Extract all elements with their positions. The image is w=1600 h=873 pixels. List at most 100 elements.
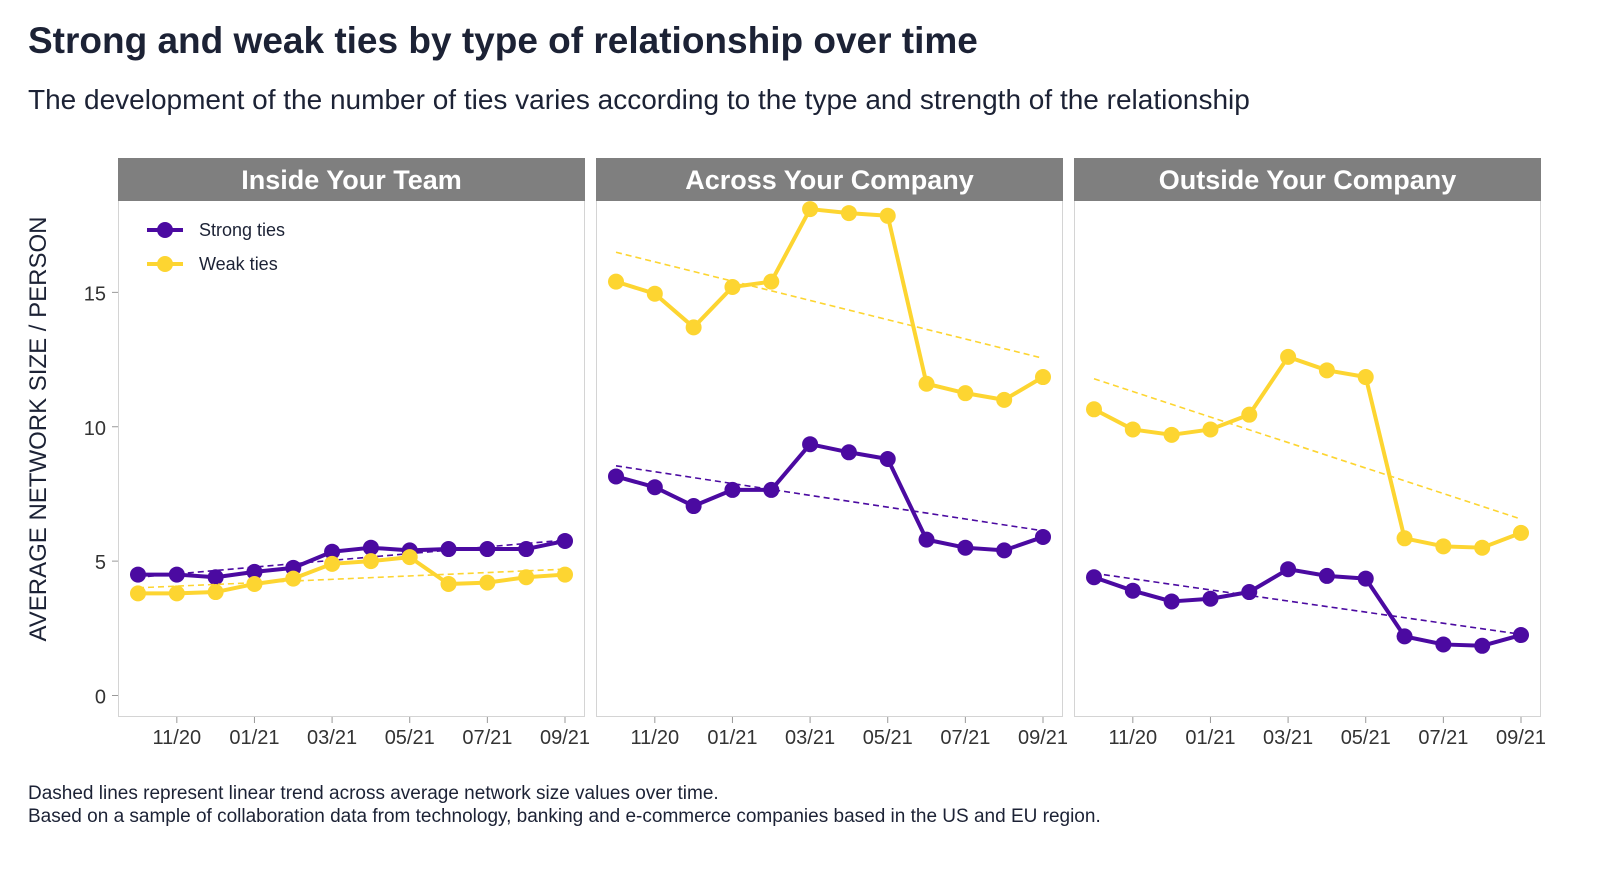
point-outside-your-company-weak-ties-04-21 xyxy=(1318,362,1335,379)
point-across-your-company-weak-ties-06-21 xyxy=(918,375,935,392)
panel-border-inside-your-team xyxy=(118,158,585,717)
x-tick-label-outside-your-company-11-20: 11/20 xyxy=(1109,727,1158,749)
x-tick-label-across-your-company-07-21: 07/21 xyxy=(940,727,990,749)
point-inside-your-team-weak-ties-06-21 xyxy=(440,575,457,592)
chart-caption: Dashed lines represent linear trend acro… xyxy=(28,782,1101,828)
point-inside-your-team-weak-ties-08-21 xyxy=(518,569,535,586)
point-across-your-company-weak-ties-12-20 xyxy=(685,319,702,336)
point-outside-your-company-strong-ties-10-20 xyxy=(1086,569,1102,586)
point-inside-your-team-strong-ties-06-21 xyxy=(440,541,457,558)
point-inside-your-team-strong-ties-10-20 xyxy=(130,566,146,583)
point-inside-your-team-strong-ties-01-21 xyxy=(246,563,263,580)
legend-marker-weak-ties xyxy=(157,256,173,272)
point-outside-your-company-strong-ties-05-21 xyxy=(1357,570,1374,587)
trend-line-outside-your-company-strong-ties xyxy=(1093,572,1522,636)
panel-across-your-company: Across Your Company 11/20 01/21 03/21 05/21 0… xyxy=(596,158,1068,749)
point-across-your-company-strong-ties-10-20 xyxy=(608,468,624,485)
x-tick-label-outside-your-company-03-21: 03/21 xyxy=(1263,727,1313,749)
point-inside-your-team-strong-ties-04-21 xyxy=(362,539,379,556)
legend-label-strong-ties: Strong ties xyxy=(199,220,285,240)
point-across-your-company-weak-ties-02-21 xyxy=(763,273,780,290)
point-across-your-company-weak-ties-09-21 xyxy=(1035,369,1051,386)
point-across-your-company-strong-ties-05-21 xyxy=(879,451,896,467)
point-across-your-company-weak-ties-07-21 xyxy=(957,385,974,402)
point-outside-your-company-strong-ties-01-21 xyxy=(1202,590,1219,607)
point-inside-your-team-strong-ties-12-20 xyxy=(207,569,224,586)
point-across-your-company-strong-ties-03-21 xyxy=(802,436,819,453)
strip-title-inside-your-team: Inside Your Team xyxy=(241,165,462,195)
chart-subtitle: The development of the number of ties va… xyxy=(28,84,1250,115)
point-across-your-company-strong-ties-01-21 xyxy=(724,481,741,498)
y-tick-label-15: 15 xyxy=(84,283,106,305)
x-tick-label-outside-your-company-05-21: 05/21 xyxy=(1341,727,1391,749)
strip-bg-outside-your-company xyxy=(1074,158,1541,201)
point-across-your-company-weak-ties-11-20 xyxy=(646,285,663,302)
panel-border-outside-your-company xyxy=(1074,158,1541,717)
point-inside-your-team-weak-ties-12-20 xyxy=(207,584,224,601)
point-outside-your-company-strong-ties-12-20 xyxy=(1163,593,1180,610)
x-tick-label-across-your-company-03-21: 03/21 xyxy=(785,727,835,749)
point-across-your-company-strong-ties-09-21 xyxy=(1035,528,1051,545)
point-across-your-company-weak-ties-08-21 xyxy=(996,391,1013,408)
x-tick-label-inside-your-team-01-21: 01/21 xyxy=(229,727,279,749)
point-across-your-company-strong-ties-08-21 xyxy=(996,542,1013,559)
y-tick-label-0: 0 xyxy=(95,687,106,709)
point-outside-your-company-strong-ties-11-20 xyxy=(1124,582,1141,599)
strip-title-outside-your-company: Outside Your Company xyxy=(1159,165,1457,195)
point-outside-your-company-weak-ties-01-21 xyxy=(1202,421,1219,438)
point-across-your-company-strong-ties-12-20 xyxy=(685,498,702,515)
x-tick-label-inside-your-team-05-21: 05/21 xyxy=(385,727,435,749)
point-across-your-company-strong-ties-06-21 xyxy=(918,531,935,548)
legend-label-weak-ties: Weak ties xyxy=(199,254,278,274)
x-tick-label-inside-your-team-03-21: 03/21 xyxy=(307,727,357,749)
x-tick-label-inside-your-team-11-20: 11/20 xyxy=(153,727,202,749)
point-inside-your-team-weak-ties-10-20 xyxy=(130,585,146,602)
point-outside-your-company-weak-ties-08-21 xyxy=(1474,539,1491,556)
point-inside-your-team-weak-ties-04-21 xyxy=(362,553,379,570)
point-outside-your-company-strong-ties-06-21 xyxy=(1396,628,1413,645)
x-tick-label-across-your-company-05-21: 05/21 xyxy=(863,727,913,749)
point-outside-your-company-weak-ties-09-21 xyxy=(1513,524,1529,541)
point-inside-your-team-weak-ties-09-21 xyxy=(557,566,573,583)
panel-outside-your-company: Outside Your Company 11/20 01/21 03/21 05/21… xyxy=(1074,158,1546,749)
point-inside-your-team-weak-ties-02-21 xyxy=(285,570,302,587)
point-inside-your-team-weak-ties-03-21 xyxy=(324,555,341,572)
point-outside-your-company-weak-ties-07-21 xyxy=(1435,538,1452,555)
point-across-your-company-weak-ties-05-21 xyxy=(879,207,896,224)
panel-inside-your-team: Inside Your Team 11/20 01/21 03/21 05/21 07/2… xyxy=(118,158,590,749)
point-inside-your-team-weak-ties-07-21 xyxy=(479,574,496,591)
point-across-your-company-weak-ties-10-20 xyxy=(608,273,624,290)
caption-line-sample: Based on a sample of collaboration data … xyxy=(28,806,1101,827)
point-inside-your-team-weak-ties-05-21 xyxy=(401,549,418,566)
series-line-across-your-company-strong-ties xyxy=(615,442,1044,553)
point-outside-your-company-weak-ties-02-21 xyxy=(1241,406,1258,423)
legend-marker-strong-ties xyxy=(157,222,173,238)
point-across-your-company-weak-ties-03-21 xyxy=(802,201,819,218)
point-outside-your-company-strong-ties-08-21 xyxy=(1474,637,1491,654)
x-tick-label-inside-your-team-09-21: 09/21 xyxy=(540,727,590,749)
trend-line-inside-your-team-strong-ties xyxy=(137,539,566,579)
point-inside-your-team-strong-ties-07-21 xyxy=(479,541,496,558)
point-outside-your-company-weak-ties-10-20 xyxy=(1086,401,1102,418)
point-inside-your-team-strong-ties-03-21 xyxy=(324,543,341,560)
point-inside-your-team-strong-ties-08-21 xyxy=(518,541,535,558)
point-across-your-company-strong-ties-11-20 xyxy=(646,479,663,496)
series-line-outside-your-company-weak-ties xyxy=(1093,354,1522,550)
x-tick-label-across-your-company-01-21: 01/21 xyxy=(707,727,757,749)
point-outside-your-company-strong-ties-07-21 xyxy=(1435,636,1452,653)
point-inside-your-team-strong-ties-11-20 xyxy=(168,566,185,583)
point-outside-your-company-weak-ties-11-20 xyxy=(1124,421,1141,438)
point-across-your-company-strong-ties-04-21 xyxy=(840,444,857,461)
legend: Strong ties Weak ties xyxy=(147,220,285,274)
x-tick-label-outside-your-company-09-21: 09/21 xyxy=(1496,727,1546,749)
point-outside-your-company-strong-ties-02-21 xyxy=(1241,584,1258,601)
point-inside-your-team-strong-ties-09-21 xyxy=(557,532,573,549)
point-across-your-company-strong-ties-02-21 xyxy=(763,481,780,498)
y-axis-label: AVERAGE NETWORK SIZE / PERSON xyxy=(25,217,52,642)
point-across-your-company-weak-ties-04-21 xyxy=(840,205,857,222)
point-inside-your-team-weak-ties-11-20 xyxy=(168,585,185,602)
x-tick-label-across-your-company-11-20: 11/20 xyxy=(631,727,680,749)
trend-line-across-your-company-weak-ties xyxy=(615,251,1044,360)
y-tick-label-5: 5 xyxy=(95,552,106,574)
